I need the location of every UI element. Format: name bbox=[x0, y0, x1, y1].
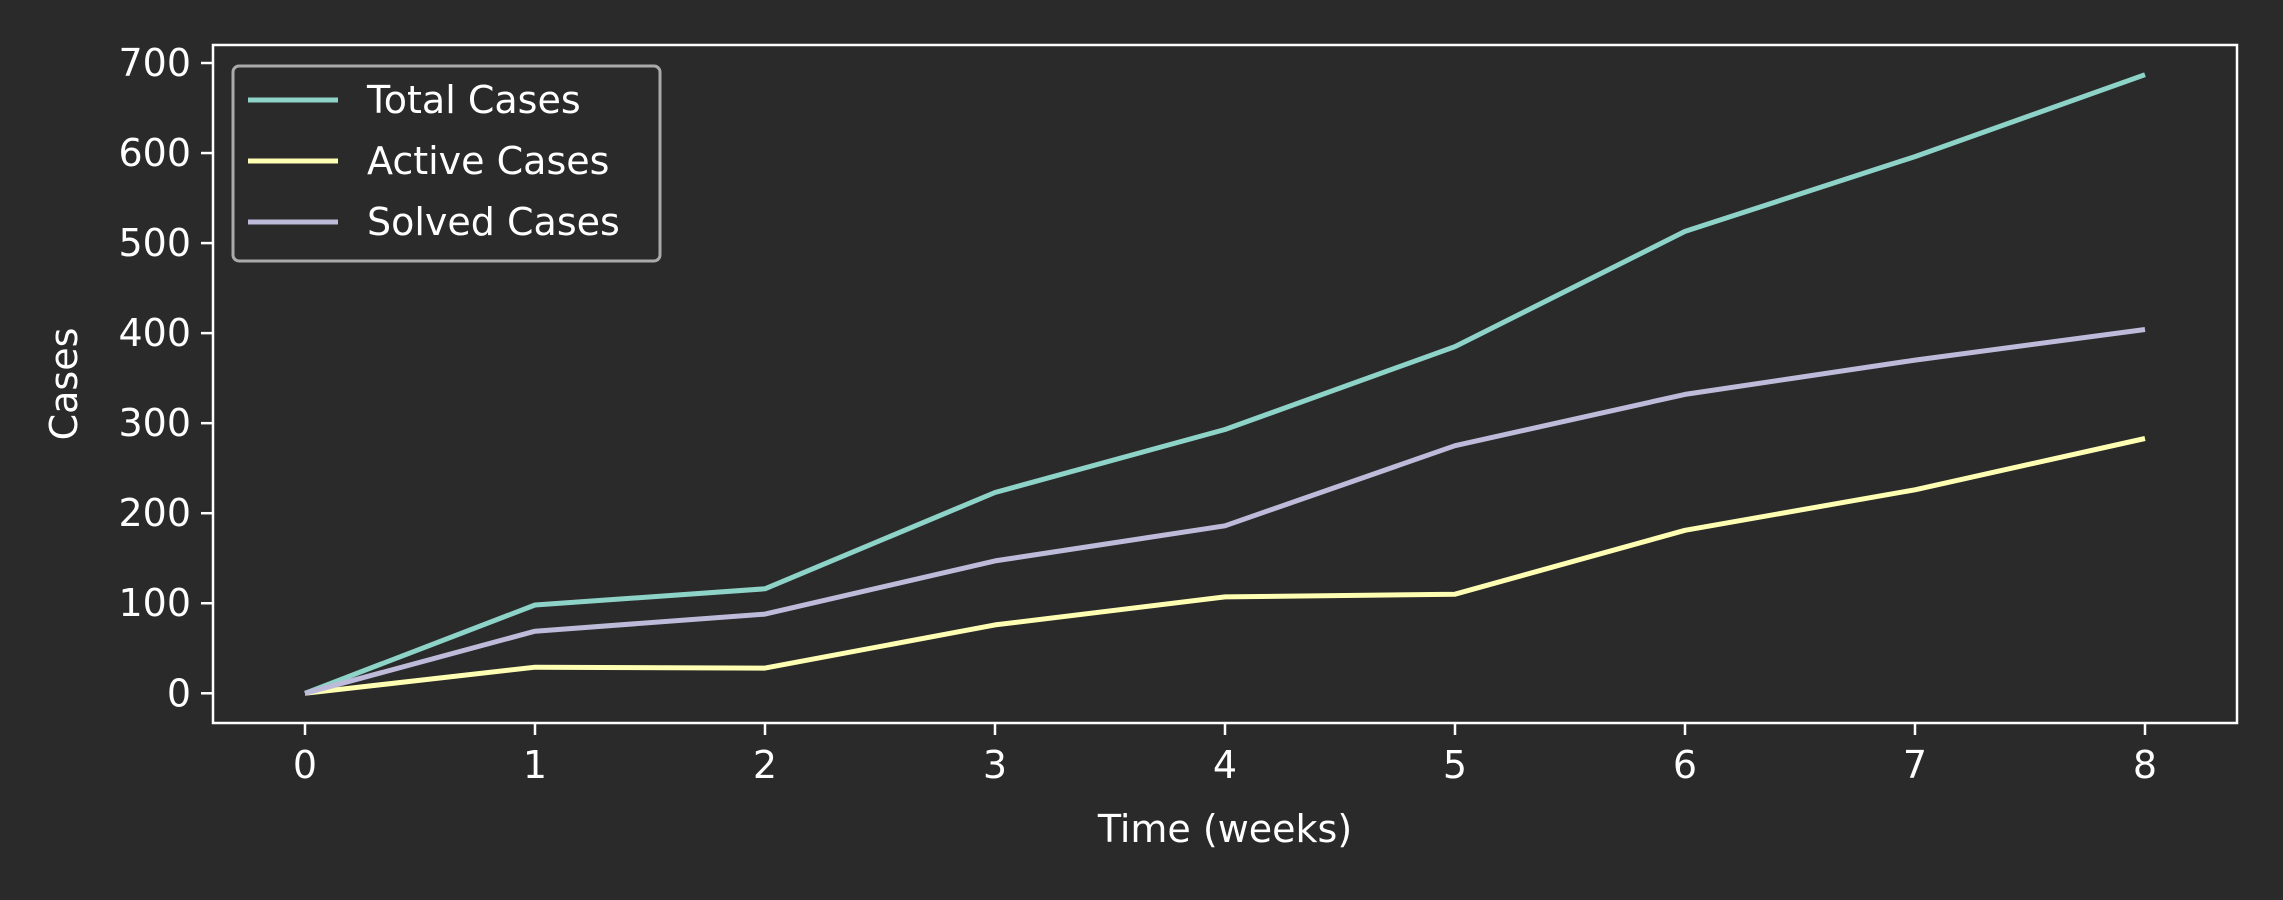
y-tick-label: 300 bbox=[118, 401, 191, 445]
legend-label-0: Total Cases bbox=[366, 78, 581, 122]
y-tick-label: 500 bbox=[118, 221, 191, 265]
legend: Total Cases Active Cases Solved Cases bbox=[231, 64, 662, 263]
legend-box bbox=[231, 64, 662, 263]
x-tick-label: 6 bbox=[1673, 743, 1697, 787]
y-tick-label: 400 bbox=[118, 311, 191, 355]
y-tick-label: 200 bbox=[118, 491, 191, 535]
y-axis-label: Cases bbox=[42, 328, 86, 441]
x-tick-label: 4 bbox=[1213, 743, 1237, 787]
legend-label-2: Solved Cases bbox=[367, 200, 620, 244]
x-tick-label: 1 bbox=[523, 743, 547, 787]
x-tick-label: 3 bbox=[983, 743, 1007, 787]
x-axis-ticks: 0 1 2 3 4 5 6 7 8 bbox=[293, 723, 2157, 787]
y-tick-label: 100 bbox=[118, 581, 191, 625]
series-line-0 bbox=[304, 72, 2146, 696]
x-tick-label: 8 bbox=[2133, 743, 2157, 787]
y-tick-label: 600 bbox=[118, 131, 191, 175]
series-line-1 bbox=[304, 436, 2146, 696]
legend-label-1: Active Cases bbox=[367, 139, 609, 183]
x-tick-label: 5 bbox=[1443, 743, 1467, 787]
y-tick-label: 0 bbox=[167, 671, 191, 715]
y-tick-label: 700 bbox=[118, 41, 191, 85]
series-line-2 bbox=[304, 327, 2146, 696]
x-tick-label: 7 bbox=[1903, 743, 1927, 787]
x-tick-label: 2 bbox=[753, 743, 777, 787]
series-layer bbox=[304, 72, 2146, 696]
y-axis-ticks: 0 100 200 300 400 500 600 700 bbox=[118, 41, 213, 715]
x-axis-label: Time (weeks) bbox=[1097, 807, 1352, 851]
x-tick-label: 0 bbox=[293, 743, 317, 787]
